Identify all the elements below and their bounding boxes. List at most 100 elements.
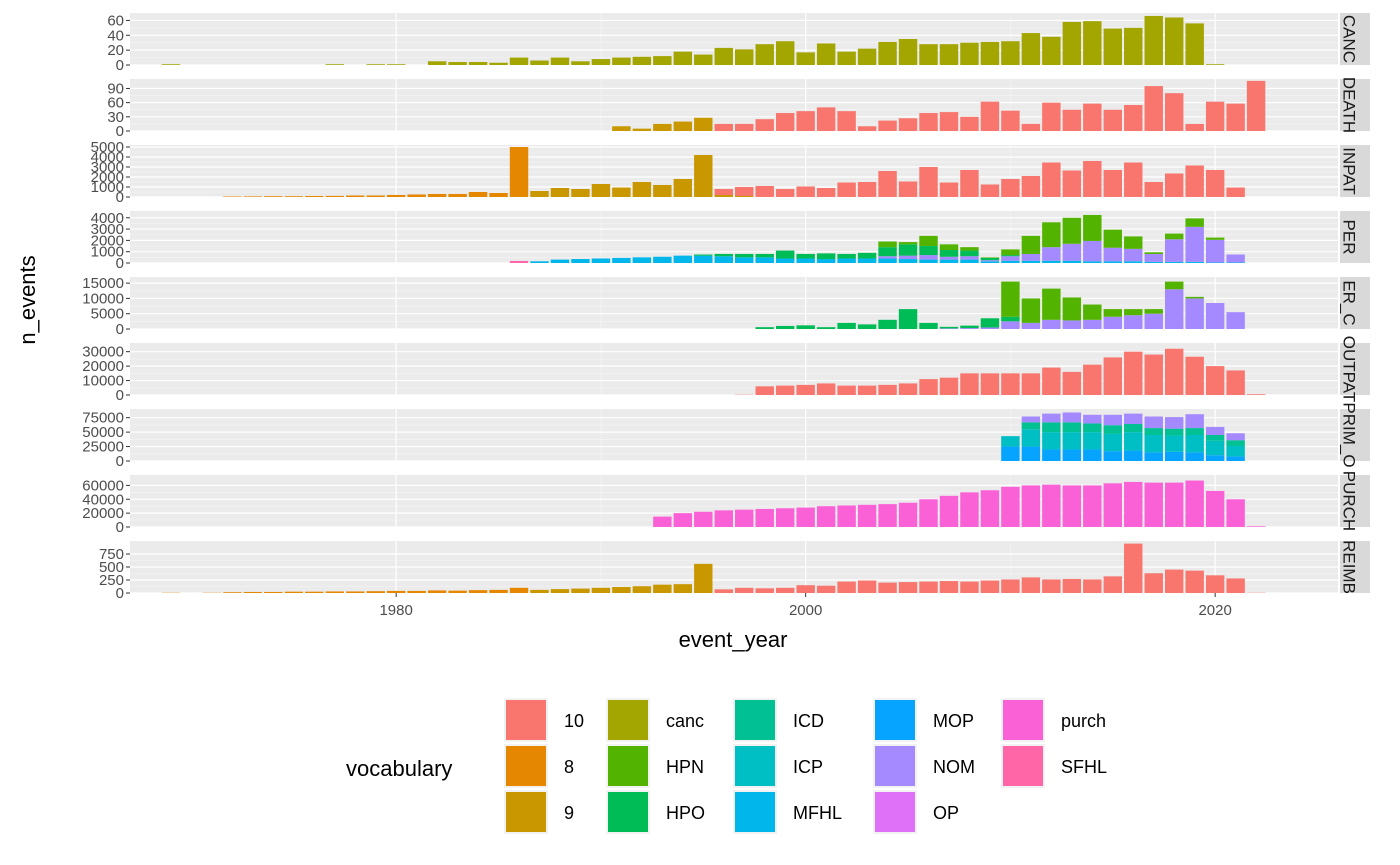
bar-canc-2017	[1144, 15, 1163, 65]
x-tick-label: 1980	[379, 602, 412, 619]
bar-10-1999	[775, 189, 795, 197]
bar-9-1993	[653, 584, 672, 593]
facet-strip: OUTPAT	[1340, 336, 1370, 402]
facet-strip: PRIM_O	[1340, 402, 1370, 468]
bar-8-1977	[325, 591, 344, 593]
bar-10-2003	[857, 126, 877, 131]
bar-icp-2020	[1205, 440, 1225, 456]
bar-10-1997	[735, 587, 754, 593]
bar-10-2021	[1226, 187, 1245, 197]
bar-10-2009	[980, 184, 1000, 197]
bar-purch-2016	[1124, 481, 1143, 527]
bar-nom-2004	[878, 256, 897, 259]
bar-hpn-2014	[1083, 214, 1102, 241]
bar-10-2012	[1042, 367, 1061, 395]
bar-nom-2019	[1185, 226, 1204, 262]
bar-10-1998	[755, 186, 774, 197]
bar-10-2002	[837, 581, 856, 593]
strip-label: CANC	[1340, 15, 1359, 63]
bar-hpn-2004	[878, 241, 897, 248]
bar-nom-2013	[1062, 243, 1082, 261]
bar-icp-2021	[1226, 445, 1245, 457]
bar-10-2019	[1185, 165, 1204, 197]
bar-hpo-2000	[796, 325, 815, 329]
y-tick-label: 20	[107, 42, 124, 59]
bar-10-2020	[1205, 170, 1225, 197]
bar-8-1986	[509, 147, 529, 197]
bar-nom-2011	[1021, 322, 1041, 329]
bar-icp-2017	[1144, 435, 1163, 453]
legend: vocabulary 10 8 9 canc HPN HPO ICD ICP MFHL MOP NO…	[346, 698, 1107, 834]
bar-nom-2009	[980, 260, 1000, 262]
bar-9-1988	[550, 589, 570, 593]
y-tick-label: 0	[116, 189, 124, 206]
y-tick-label: 250	[99, 572, 124, 589]
bar-10-2021	[1226, 103, 1245, 131]
bar-mfhl-2021	[1226, 262, 1245, 263]
bar-9-1991	[612, 187, 631, 197]
bar-nom-2012	[1042, 247, 1061, 261]
bar-10-2013	[1062, 578, 1082, 593]
bar-10-1999	[775, 113, 795, 131]
bar-purch-2008	[960, 492, 979, 527]
legend-item-sfhl: SFHL	[1001, 744, 1107, 788]
bar-canc-2012	[1042, 36, 1061, 65]
bar-nom-2014	[1083, 414, 1102, 424]
bar-mfhl-2000	[796, 258, 815, 263]
bar-canc-1987	[530, 60, 549, 65]
bar-nom-2011	[1021, 253, 1041, 261]
y-tick-label: 4000	[91, 210, 124, 227]
y-tick-label: 50000	[82, 424, 124, 441]
bar-icd-2018	[1164, 428, 1184, 436]
bar-8-1985	[489, 589, 508, 593]
bar-hpn-2018	[1164, 281, 1184, 290]
y-tick-label: 0	[116, 321, 124, 338]
bar-canc-1998	[755, 44, 774, 65]
bar-9-1994	[673, 121, 693, 131]
bar-8-1983	[448, 590, 467, 593]
legend-label: 9	[564, 803, 574, 823]
bar-purch-2001	[816, 506, 836, 527]
strip-background	[1340, 409, 1370, 461]
bar-10-2009	[980, 101, 1000, 131]
legend-swatch	[735, 792, 775, 832]
bar-mfhl-2020	[1205, 262, 1225, 263]
bar-hpo-2009	[980, 318, 1000, 328]
bar-canc-2013	[1062, 21, 1082, 65]
bar-10-2011	[1021, 176, 1041, 197]
y-tick-label: 750	[99, 546, 124, 563]
bar-10-1998	[755, 119, 774, 131]
legend-item-op: OP	[873, 790, 959, 834]
bar-10-2013	[1062, 170, 1082, 197]
bar-10-1998	[755, 588, 774, 593]
bar-10-2018	[1164, 569, 1184, 593]
bar-hpn-2009	[980, 257, 1000, 258]
bar-mop-2011	[1021, 446, 1041, 461]
bar-9-1993	[653, 123, 672, 131]
bar-canc-1992	[632, 56, 652, 65]
bar-hpo-2010	[1001, 316, 1020, 322]
bar-hpn-2011	[1021, 235, 1041, 254]
legend-label: MFHL	[793, 803, 842, 823]
facet-strip: ER_C	[1340, 277, 1370, 329]
y-tick-label: 2000	[91, 232, 124, 249]
y-tick-label: 4000	[91, 149, 124, 166]
y-tick-label: 75000	[82, 410, 124, 427]
y-tick-label: 90	[107, 80, 124, 97]
strip-label: DEATH	[1340, 77, 1359, 133]
bar-10-1996	[714, 189, 733, 195]
bar-nom-2021	[1226, 312, 1245, 329]
bar-9-1996	[714, 195, 733, 197]
bar-hpo-2008	[960, 250, 979, 257]
strip-label: PER	[1340, 220, 1359, 255]
bar-canc-2003	[857, 48, 877, 65]
bar-nom-2018	[1164, 239, 1184, 262]
bar-icd-2021	[1226, 440, 1245, 446]
strip-background	[1340, 277, 1370, 329]
legend-item-icd: ICD	[733, 698, 824, 742]
legend-swatch	[608, 700, 648, 740]
bar-10-2016	[1124, 543, 1143, 593]
bar-nom-2010	[1001, 321, 1020, 329]
